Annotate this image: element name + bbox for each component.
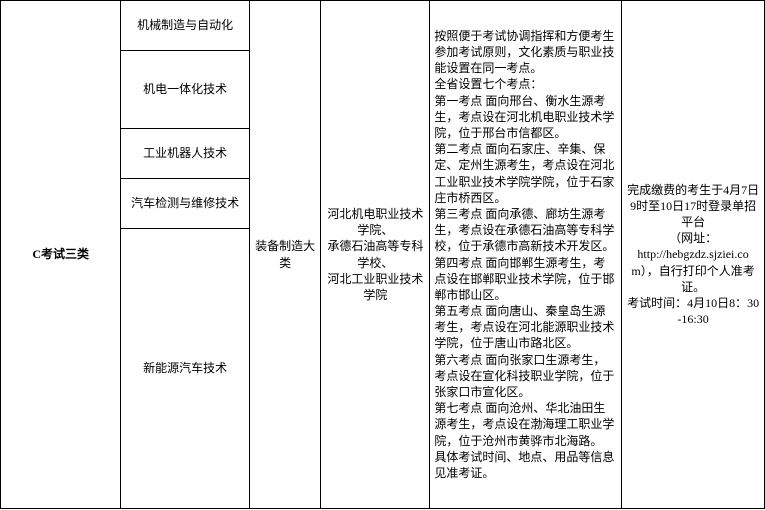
major-cell: 工业机器人技术 — [121, 129, 250, 179]
major-cell: 汽车检测与维修技术 — [121, 179, 250, 229]
major-cell: 机电一体化技术 — [121, 51, 250, 129]
notice-cell: 完成缴费的考生于4月7日9时至10日17时登录单招平台（网址：http://he… — [622, 1, 765, 509]
major-cell: 新能源汽车技术 — [121, 229, 250, 509]
sites-cell: 按照便于考试协调指挥和方便考生参加考试原则，文化素质与职业技能设置在同一考点。全… — [430, 1, 622, 509]
major-cell: 机械制造与自动化 — [121, 1, 250, 51]
class-cell: 装备制造大类 — [249, 1, 320, 509]
schools-cell: 河北机电职业技术学院、承德石油高等专科学校、河北工业职业技术学院 — [321, 1, 430, 509]
category-cell: C考试三类 — [1, 1, 121, 509]
exam-category-table: C考试三类 机械制造与自动化 装备制造大类 河北机电职业技术学院、承德石油高等专… — [0, 0, 765, 509]
